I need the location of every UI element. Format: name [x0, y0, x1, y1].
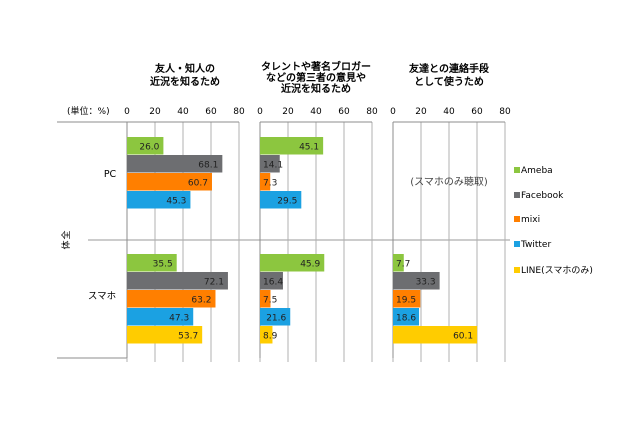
- bar-value-label: 8.9: [263, 331, 278, 341]
- bar-twitter: [260, 191, 302, 209]
- bar-facebook: [127, 272, 228, 290]
- panel-title-line: などの第三者の意見や: [266, 71, 366, 84]
- category-label: スマホ: [88, 291, 116, 302]
- legend-label: mixi: [521, 215, 540, 225]
- bar-mixi: [127, 173, 212, 191]
- legend-label: Facebook: [521, 191, 564, 201]
- bar-value-label: 14.1: [263, 160, 283, 170]
- bar-facebook: [127, 155, 223, 173]
- bar-value-label: 60.7: [188, 178, 208, 188]
- bar-value-label: 45.3: [166, 196, 186, 206]
- bar-line: [260, 326, 273, 344]
- x-tick-label: 0: [390, 107, 396, 117]
- panel-title-line: 友達との連絡手段: [409, 62, 489, 75]
- bar-value-label: 16.4: [263, 277, 283, 287]
- legend: Ameba Facebook mixi Twitter LINE(スマホのみ): [514, 166, 593, 276]
- bar-twitter: [260, 308, 291, 326]
- bar-value-label: 63.2: [191, 295, 211, 305]
- bar-value-label: 60.1: [453, 331, 473, 341]
- x-tick-label: 60: [338, 107, 350, 117]
- panel-title-line: タレントや著名ブロガー: [261, 60, 371, 73]
- bar-value-label: 7.7: [396, 259, 410, 269]
- bar-facebook: [393, 272, 440, 290]
- bar-value-label: 47.3: [169, 313, 189, 323]
- bar-value-label: 33.3: [416, 277, 436, 287]
- bar-value-label: 45.9: [300, 259, 320, 269]
- bar-facebook: [260, 272, 283, 290]
- bar-ameba: [260, 137, 324, 155]
- legend-label: LINE(スマホのみ): [521, 265, 593, 276]
- legend-swatch: [514, 241, 520, 247]
- bar-ameba: [260, 254, 325, 272]
- x-tick-label: 80: [366, 107, 378, 117]
- bar-line: [127, 326, 203, 344]
- category-labels: PC スマホ: [88, 169, 117, 302]
- bar-value-label: 18.6: [396, 313, 416, 323]
- bar-ameba: [127, 137, 164, 155]
- legend-swatch: [514, 216, 520, 222]
- x-tick-label: 60: [205, 107, 217, 117]
- bar-value-label: 45.1: [299, 142, 319, 152]
- x-tick-label: 80: [499, 107, 511, 117]
- bar-twitter: [127, 308, 194, 326]
- x-tick-label: 20: [149, 107, 161, 117]
- bar-value-label: 35.5: [153, 259, 173, 269]
- panel-title-line: 友人・知人の: [155, 62, 215, 75]
- row-group-label-char: 全: [60, 230, 72, 239]
- panel-title-line: 近況を知るため: [281, 82, 351, 95]
- row-group-label-char: 体: [60, 240, 72, 249]
- bar-value-label: 19.5: [396, 295, 416, 305]
- legend-swatch: [514, 192, 520, 198]
- bar-value-label: 29.5: [277, 196, 297, 206]
- bar-ameba: [127, 254, 177, 272]
- legend-item: mixi: [514, 215, 540, 225]
- legend-swatch: [514, 167, 520, 173]
- legend-item: Facebook: [514, 191, 564, 201]
- x-tick-label: 0: [124, 107, 130, 117]
- bar-line: [393, 326, 478, 344]
- bar-value-label: 68.1: [198, 160, 218, 170]
- bar-value-label: 53.7: [178, 331, 198, 341]
- bar-twitter: [127, 191, 191, 209]
- chart-frame: [57, 121, 510, 359]
- panel-title-line: として使うため: [414, 75, 484, 88]
- x-tick-label: 20: [282, 107, 294, 117]
- bar-twitter: [393, 308, 420, 326]
- bar-mixi: [127, 290, 216, 308]
- legend-item: Twitter: [514, 240, 551, 250]
- x-tick-label: 0: [257, 107, 263, 117]
- bar-ameba: [393, 254, 404, 272]
- bar-value-label: 21.6: [266, 313, 286, 323]
- row-group-label: 全体: [60, 230, 72, 249]
- panel-note: (スマホのみ聴取): [410, 176, 488, 188]
- x-tick-label: 40: [310, 107, 322, 117]
- bar-facebook: [260, 155, 280, 173]
- bar-mixi: [393, 290, 421, 308]
- panel-title-line: 近況を知るため: [150, 75, 220, 88]
- legend-item: LINE(スマホのみ): [514, 265, 593, 276]
- bar-mixi: [260, 173, 271, 191]
- x-tick-label: 40: [177, 107, 189, 117]
- x-tick-label: 40: [443, 107, 455, 117]
- bar-value-label: 26.0: [139, 142, 159, 152]
- legend-item: Ameba: [514, 166, 553, 176]
- bar-mixi: [260, 290, 271, 308]
- bar-value-label: 7.5: [263, 295, 277, 305]
- x-tick-label: 80: [233, 107, 245, 117]
- legend-swatch: [514, 267, 520, 273]
- legend-label: Twitter: [520, 240, 551, 250]
- legend-label: Ameba: [521, 166, 553, 176]
- unit-label: (単位：%): [67, 105, 110, 117]
- bar-value-label: 7.3: [263, 178, 277, 188]
- x-tick-label: 60: [471, 107, 483, 117]
- category-label: PC: [104, 169, 117, 180]
- bar-value-label: 72.1: [204, 277, 224, 287]
- x-tick-label: 20: [415, 107, 427, 117]
